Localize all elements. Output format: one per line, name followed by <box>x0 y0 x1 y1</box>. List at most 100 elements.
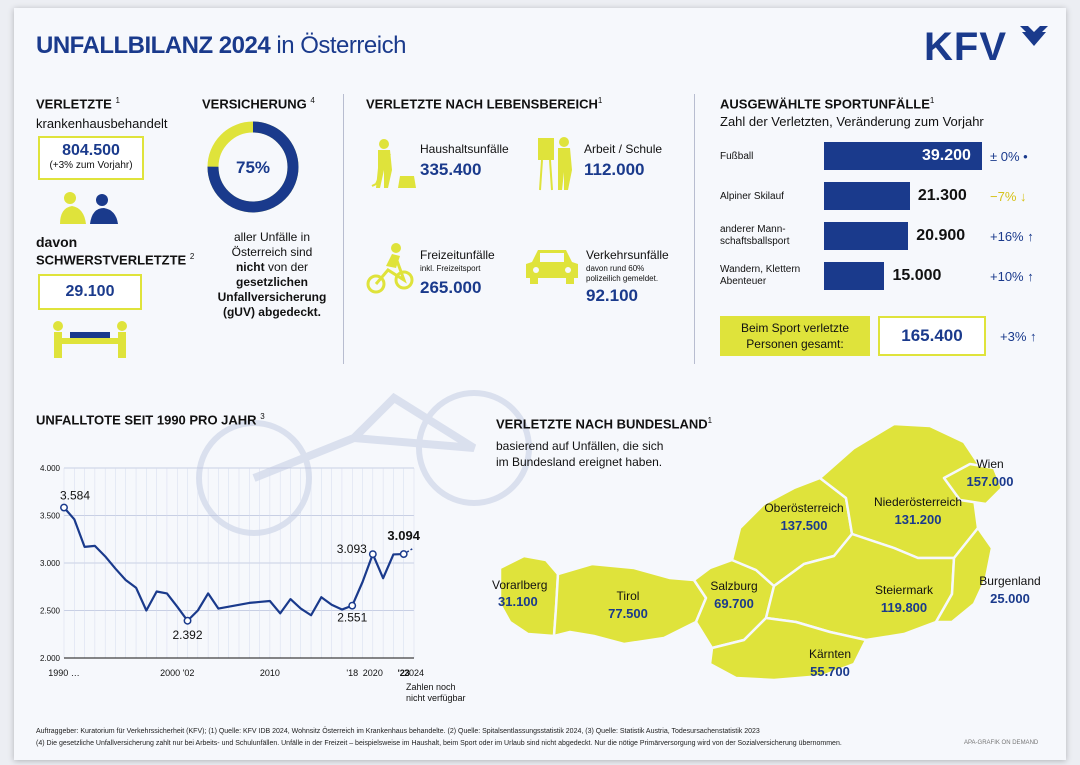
insurance-donut-chart: 75% <box>207 121 299 213</box>
stretcher-icon <box>53 321 127 358</box>
severe-label-1: davon <box>36 234 78 250</box>
annotation-label: 3.094 <box>387 528 420 543</box>
unfalltote-heading: UNFALLTOTE SEIT 1990 PRO JAHR 3 <box>36 412 265 428</box>
y-tick-label: 2.000 <box>40 654 61 663</box>
map-name-salzburg: Salzburg <box>710 579 757 593</box>
lebensbereich-value-2: 112.000 <box>584 160 645 179</box>
bundesland-heading: VERLETZTE NACH BUNDESLAND1 <box>496 416 713 432</box>
map-name-steiermark: Steiermark <box>875 583 934 597</box>
footer-credit: APA-GRAFIK ON DEMAND <box>964 740 1039 746</box>
bundesland-subtitle: basierend auf Unfällen, die sich im Bund… <box>496 439 664 469</box>
x-tick-label: '23 <box>398 668 410 678</box>
verletzte-heading: VERLETZTE 1 <box>36 96 120 112</box>
x-tick-label: 2024 <box>404 668 424 678</box>
map-name-burgenland: Burgenland <box>979 574 1040 588</box>
lebensbereich-value-3: 265.000 <box>420 278 482 297</box>
map-name-tirol: Tirol <box>617 589 640 603</box>
x-tick-label: 1990 … <box>48 668 80 678</box>
sport-change: +16% ↑ <box>990 229 1034 244</box>
x-tick-label: 2010 <box>260 668 280 678</box>
sport-bar <box>824 182 910 210</box>
annotated-point <box>60 503 68 512</box>
sport-change: ± 0% • <box>990 149 1028 164</box>
infographic-page: UNFALLBILANZ 2024 in Österreich KFV VERL… <box>14 8 1066 760</box>
background-bicycle-graphic <box>196 390 532 536</box>
kfv-logo: KFV <box>924 25 1048 68</box>
map-value-salzburg: 69.700 <box>714 596 754 611</box>
insurance-donut-label: 75% <box>236 158 270 177</box>
y-tick-label: 2.500 <box>40 607 61 616</box>
injured-people-icon <box>60 192 118 224</box>
map-name-oberoesterreich: Oberösterreich <box>764 501 843 515</box>
lebensbereich-label-2: Arbeit / Schule <box>584 142 663 156</box>
sport-change: −7% ↓ <box>990 189 1027 204</box>
map-value-tirol: 77.500 <box>608 606 648 621</box>
map-value-steiermark: 119.800 <box>881 600 927 615</box>
household-icon <box>371 139 416 188</box>
insurance-text: aller Unfälle in Österreich sind nicht v… <box>217 230 327 319</box>
car-icon <box>526 250 578 284</box>
annotated-point <box>368 550 377 559</box>
divider-2 <box>694 94 695 364</box>
fatalities-series-line <box>63 506 404 622</box>
map-name-vorarlberg: Vorarlberg <box>492 578 547 592</box>
lebensbereich-label-3: Freizeitunfälle <box>420 248 495 262</box>
verletzte-value-box: 804.500 (+3% zum Vorjahr) <box>38 136 144 180</box>
sport-value: 20.900 <box>916 227 966 244</box>
page-title: UNFALLBILANZ 2024 in Österreich <box>36 32 406 59</box>
divider-1 <box>343 94 344 364</box>
verletzte-value: 804.500 <box>62 142 120 159</box>
insurance-donut-arc <box>207 121 299 213</box>
map-value-wien: 157.000 <box>967 474 1014 489</box>
map-value-niederoesterreich: 131.200 <box>895 512 942 527</box>
sport-total-value: 165.400 <box>878 316 986 356</box>
verletzte-change: (+3% zum Vorjahr) <box>49 160 133 171</box>
severe-label-2: SCHWERSTVERLETZTE 2 <box>36 252 195 268</box>
fatalities-line-chart: 2.000 2.500 3.000 3.500 4.000 1990 … 2000 '02 2… <box>40 464 424 678</box>
sport-label: Alpiner Skilauf <box>720 191 784 202</box>
y-tick-label: 3.000 <box>40 559 61 568</box>
svg-text:KFV: KFV <box>924 25 1007 68</box>
annotation-label: 2.551 <box>337 611 367 625</box>
annotation-label: 3.584 <box>60 489 90 503</box>
annotation-label: 3.093 <box>337 542 367 556</box>
sport-bar <box>824 222 909 250</box>
map-wien <box>942 462 1004 506</box>
x-tick-label: 2000 '02 <box>160 668 194 678</box>
lebensbereich-label-1: Haushaltsunfälle <box>420 142 509 156</box>
lebensbereich-value-4: 92.100 <box>586 286 638 305</box>
map-tirol <box>552 562 708 646</box>
map-kaernten <box>708 616 868 682</box>
sport-bar <box>824 262 885 290</box>
sport-total-change: +3% ↑ <box>1000 329 1037 344</box>
map-value-oberoesterreich: 137.500 <box>781 518 828 533</box>
sport-heading: AUSGEWÄHLTE SPORTUNFÄLLE1 <box>720 96 935 112</box>
lebensbereich-label-4: Verkehrsunfälle <box>586 248 669 262</box>
sport-label: anderer Mann-schaftsballsport <box>720 224 790 247</box>
sport-total-label: Beim Sport verletzte Personen gesamt: <box>720 316 870 356</box>
map-name-wien: Wien <box>976 457 1003 471</box>
sport-label: Fußball <box>720 151 754 162</box>
bmx-bike-icon <box>366 243 414 294</box>
map-value-burgenland: 25.000 <box>990 591 1030 606</box>
map-value-kaernten: 55.700 <box>810 664 850 679</box>
annotated-point <box>348 601 357 610</box>
footer-notes: Auftraggeber: Kuratorium für Verkehrssic… <box>36 728 842 747</box>
x-tick-label: 2020 <box>363 668 383 678</box>
sport-change: +10% ↑ <box>990 269 1034 284</box>
austria-map: Vorarlberg 31.100 Tirol 77.500 Salzburg … <box>492 422 1041 682</box>
lebensbereich-sub-4a: davon rund 60% <box>586 264 645 273</box>
annotated-point <box>399 550 408 559</box>
annotated-point <box>183 616 192 625</box>
work-school-icon <box>538 137 572 191</box>
map-name-kaernten: Kärnten <box>809 647 851 661</box>
lebensbereich-sub-3: inkl. Freizeitsport <box>420 264 481 273</box>
severe-value-box: 29.100 <box>38 274 142 310</box>
missing-data-note: Zahlen noch nicht verfügbar <box>406 682 466 703</box>
sport-value: 21.300 <box>917 187 967 204</box>
x-tick-label: '18 <box>346 668 358 678</box>
map-name-niederoesterreich: Niederösterreich <box>874 495 962 509</box>
sport-value: 39.200 <box>922 147 971 164</box>
map-burgenland <box>934 526 994 624</box>
y-tick-label: 3.500 <box>40 512 61 521</box>
